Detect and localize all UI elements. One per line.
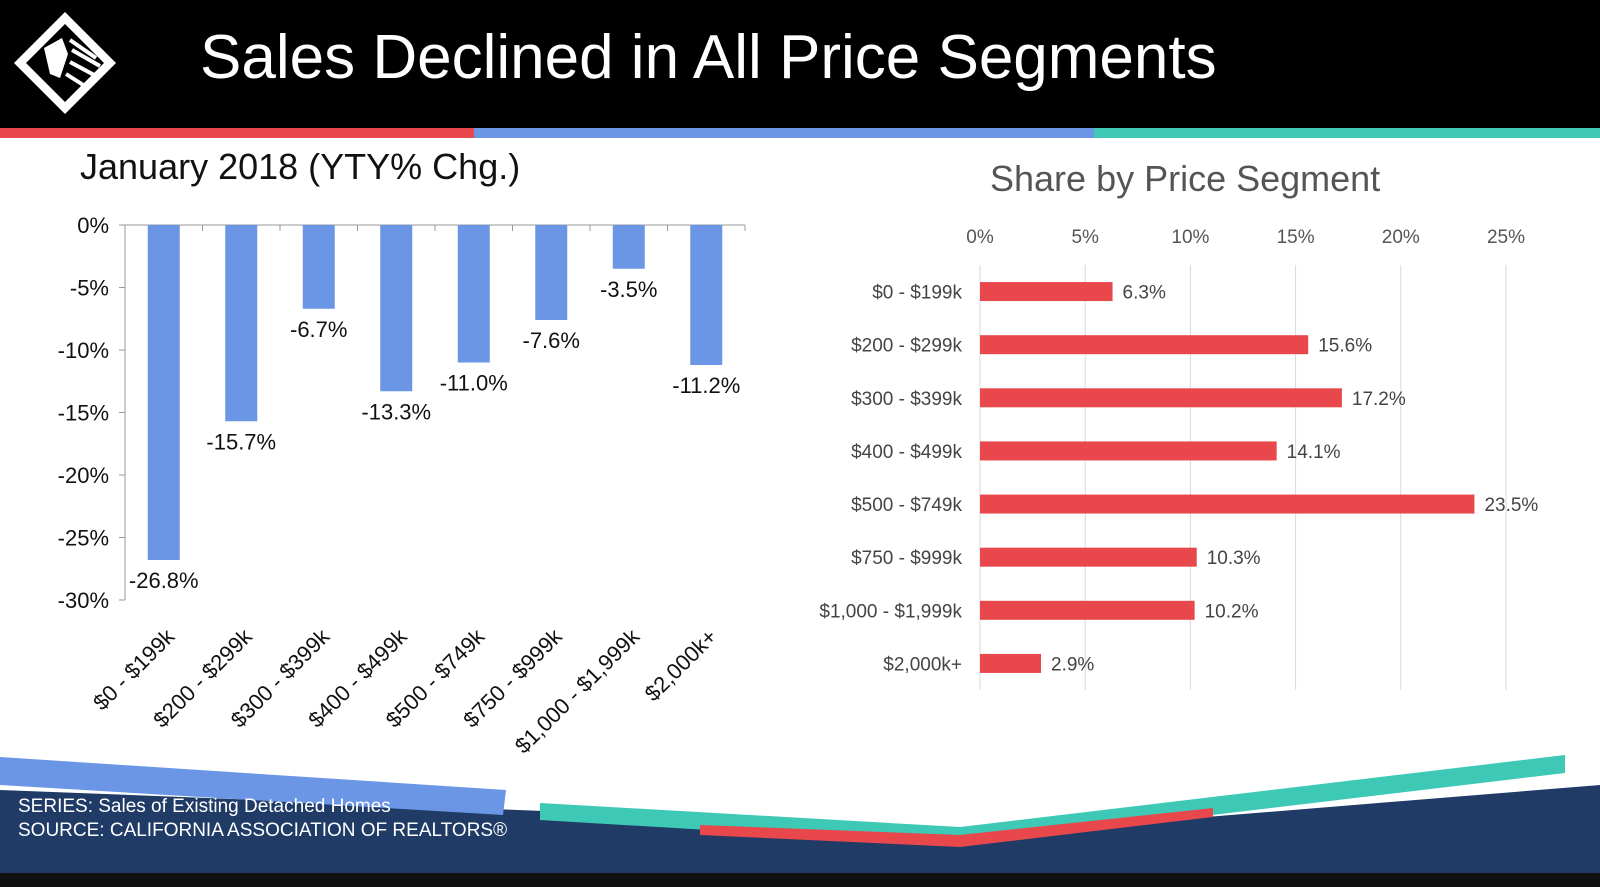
data-label: 10.2% [1205, 601, 1259, 622]
bar [980, 547, 1197, 567]
yty-change-bar-chart: 0%-5%-10%-15%-20%-25%-30%-26.8%$0 - $199… [58, 213, 746, 758]
y-tick-label: $200 - $299k [851, 336, 962, 357]
share-by-segment-bar-chart: 0% 5% 10% 15% 20% 25% $0 - $199k 6.3% $200 - $29… [819, 227, 1538, 690]
y-tick-label: $0 - $199k [872, 283, 962, 304]
header-stripe-red [0, 128, 474, 138]
x-tick-label: $2,000k+ [640, 624, 722, 706]
data-label: 23.5% [1484, 495, 1538, 516]
bar [302, 225, 335, 309]
x-tick-label: 20% [1382, 227, 1420, 248]
y-tick-label: $750 - $999k [851, 548, 962, 569]
chart-title-share: Share by Price Segment [990, 158, 1381, 199]
y-tick-label: $2,000k+ [883, 654, 962, 675]
data-label: 10.3% [1207, 548, 1261, 569]
x-tick-label: 25% [1487, 227, 1525, 248]
y-tick-label: $1,000 - $1,999k [819, 601, 962, 622]
slide-title: Sales Declined in All Price Segments [200, 23, 1217, 92]
car-logo-icon [14, 12, 116, 114]
x-tick-label: 15% [1277, 227, 1315, 248]
x-tick-label: 0% [966, 227, 994, 248]
bar [380, 225, 413, 392]
bar [980, 282, 1113, 302]
data-label: -7.6% [523, 328, 580, 353]
footer-band [0, 755, 1600, 887]
header-stripe-blue [474, 128, 1094, 138]
header-bar [0, 0, 1600, 128]
bar [535, 225, 568, 320]
y-tick-label: $400 - $499k [851, 442, 962, 463]
data-label: -15.7% [206, 429, 276, 454]
data-label: 2.9% [1051, 654, 1094, 675]
data-label: 14.1% [1287, 442, 1341, 463]
bar [457, 225, 490, 363]
bar [980, 335, 1309, 355]
y-tick-label: -10% [58, 338, 109, 363]
data-label: -6.7% [290, 317, 347, 342]
bar [690, 225, 723, 365]
data-label: -26.8% [129, 568, 199, 593]
bar [980, 494, 1475, 514]
footer-series: SERIES: Sales of Existing Detached Homes [18, 796, 391, 817]
data-label: -3.5% [600, 277, 657, 302]
y-tick-label: $300 - $399k [851, 389, 962, 410]
data-label: 15.6% [1318, 336, 1372, 357]
chart-title-yty: January 2018 (YTY% Chg.) [80, 146, 521, 187]
y-tick-label: -25% [58, 526, 109, 551]
data-label: 6.3% [1123, 283, 1166, 304]
x-tick-label: 10% [1171, 227, 1209, 248]
bar [980, 653, 1042, 673]
y-tick-label: $500 - $749k [851, 495, 962, 516]
bar [225, 225, 258, 422]
data-label: -11.2% [672, 373, 740, 398]
y-tick-label: -20% [58, 463, 109, 488]
bar [612, 225, 645, 269]
y-tick-label: -15% [58, 401, 109, 426]
bar [980, 600, 1195, 620]
bar [980, 388, 1342, 408]
data-label: -13.3% [361, 399, 431, 424]
y-tick-label: 0% [77, 213, 109, 238]
y-tick-label: -5% [70, 276, 109, 301]
bar [147, 225, 180, 560]
data-label: -11.0% [440, 371, 508, 396]
data-label: 17.2% [1352, 389, 1406, 410]
x-tick-label: 5% [1071, 227, 1099, 248]
bar [980, 441, 1277, 461]
footer-source: SOURCE: CALIFORNIA ASSOCIATION OF REALTO… [18, 820, 508, 841]
header-stripe-teal [1094, 128, 1600, 138]
y-tick-label: -30% [58, 588, 109, 613]
